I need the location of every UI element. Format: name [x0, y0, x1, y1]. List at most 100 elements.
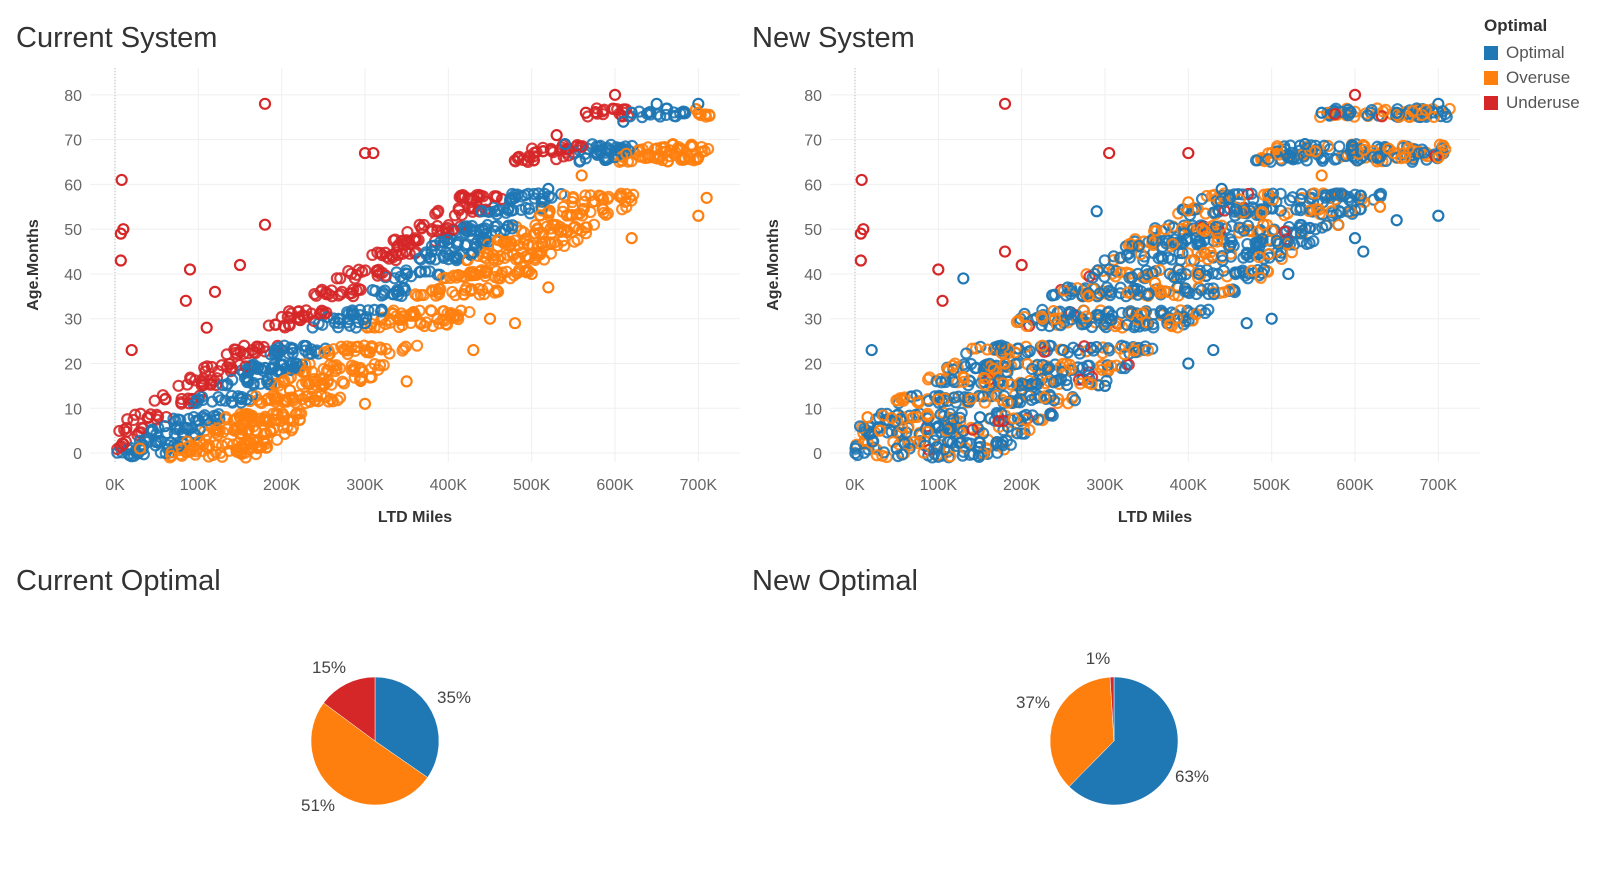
- data-point-underuse: [158, 393, 172, 406]
- cloud-point: [1085, 320, 1099, 334]
- cloud-point: [219, 394, 232, 407]
- cloud-point: [441, 233, 454, 247]
- cloud-point: [249, 346, 262, 360]
- cloud-point: [282, 318, 296, 331]
- cloud-point: [282, 413, 295, 426]
- cloud-point: [189, 448, 202, 461]
- cloud-point: [1093, 287, 1106, 300]
- cloud-point: [368, 321, 381, 334]
- cloud-point: [555, 225, 568, 239]
- x-tick-label: 600K: [1336, 477, 1374, 494]
- cloud-point: [1181, 247, 1194, 260]
- cloud-point: [1090, 340, 1103, 354]
- cloud-point: [912, 396, 925, 410]
- cloud-point: [187, 410, 200, 424]
- data-point-underuse: [1103, 146, 1116, 160]
- cloud-point: [596, 108, 610, 121]
- cloud-point: [242, 347, 255, 360]
- cloud-point: [1020, 408, 1033, 422]
- cloud-point: [257, 434, 270, 447]
- pie-slice-underuse: [1109, 676, 1115, 742]
- cloud-point: [227, 438, 240, 451]
- data-point-overuse: [1048, 312, 1062, 325]
- cloud-point: [115, 440, 128, 453]
- cloud-point: [1347, 143, 1360, 157]
- cloud-point: [1063, 358, 1076, 371]
- cloud-point: [1206, 282, 1220, 295]
- legend-item-optimal[interactable]: Optimal: [1484, 40, 1580, 65]
- cloud-point: [1114, 266, 1127, 279]
- cloud-point: [957, 375, 970, 388]
- cloud-point: [1118, 362, 1132, 375]
- cloud-point: [1086, 271, 1099, 284]
- cloud-point: [1132, 239, 1146, 252]
- cloud-point: [1154, 285, 1167, 298]
- cloud-point: [184, 371, 197, 384]
- cloud-point: [234, 396, 248, 409]
- cloud-point: [1271, 140, 1284, 153]
- cloud-point: [299, 340, 312, 353]
- pie-slice-overuse: [1049, 676, 1115, 787]
- cloud-point: [400, 234, 413, 247]
- cloud-point: [277, 319, 290, 332]
- cloud-point: [424, 251, 437, 264]
- cloud-point: [1320, 189, 1333, 202]
- cloud-point: [299, 344, 312, 357]
- cloud-point: [1054, 373, 1068, 386]
- cloud-point: [1156, 240, 1169, 254]
- cloud-point: [146, 424, 159, 437]
- cloud-point: [355, 265, 369, 278]
- cloud-point: [1047, 304, 1060, 318]
- cloud-point: [228, 424, 241, 437]
- legend-item-underuse[interactable]: Underuse: [1484, 90, 1580, 115]
- cloud-point: [1105, 360, 1118, 373]
- data-point-optimal: [192, 393, 205, 406]
- cloud-point: [627, 188, 640, 201]
- cloud-point: [1274, 204, 1287, 217]
- cloud-point: [1150, 224, 1163, 237]
- legend-item-overuse[interactable]: Overuse: [1484, 65, 1580, 90]
- data-point-overuse: [467, 343, 480, 357]
- cloud-point: [1342, 205, 1355, 218]
- data-point-optimal: [400, 267, 413, 281]
- cloud-point: [1068, 394, 1082, 407]
- cloud-point: [219, 411, 232, 424]
- data-point-overuse: [575, 169, 588, 182]
- y-tick-label: 40: [64, 267, 82, 284]
- data-point-underuse: [998, 245, 1012, 258]
- cloud-point: [368, 303, 381, 316]
- cloud-point: [1329, 107, 1342, 121]
- cloud-point: [1044, 390, 1057, 403]
- cloud-point: [1337, 189, 1351, 202]
- cloud-point: [226, 373, 239, 386]
- cloud-point: [334, 272, 347, 285]
- cloud-point: [295, 378, 309, 391]
- cloud-point: [349, 340, 363, 354]
- cloud-point: [353, 282, 366, 296]
- cloud-point: [254, 377, 267, 390]
- cloud-point: [966, 423, 979, 436]
- x-tick-label: 600K: [596, 477, 634, 494]
- cloud-point: [1374, 187, 1388, 200]
- data-point-underuse: [932, 263, 945, 276]
- cloud-point: [449, 289, 462, 302]
- cloud-point: [181, 378, 194, 391]
- cloud-point: [201, 414, 214, 427]
- cloud-point: [979, 372, 992, 385]
- cloud-point: [978, 378, 991, 391]
- cloud-point: [677, 105, 690, 118]
- series-underuse: [114, 88, 622, 451]
- data-point-overuse: [133, 442, 147, 455]
- cloud-point: [1294, 227, 1307, 240]
- cloud-point: [1331, 188, 1344, 201]
- data-point-optimal: [1098, 379, 1112, 392]
- cloud-point: [505, 222, 519, 235]
- current-system-title: Current System: [16, 22, 218, 54]
- cloud-point: [452, 269, 465, 282]
- cloud-point: [1254, 271, 1267, 285]
- cloud-point: [537, 227, 550, 240]
- pie-label-underuse: 15%: [312, 658, 346, 677]
- data-point-optimal: [258, 361, 272, 375]
- data-point-underuse: [258, 218, 272, 231]
- data-point-underuse: [200, 321, 213, 334]
